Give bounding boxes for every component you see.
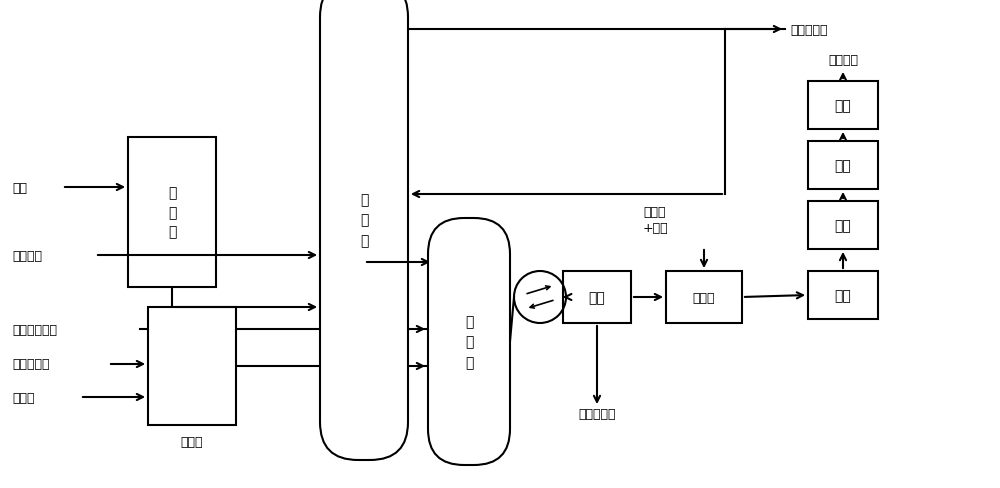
Bar: [808, 142, 878, 190]
Text: 结晶: 结晶: [835, 159, 851, 173]
Text: 干燥: 干燥: [835, 99, 851, 113]
Bar: [808, 271, 878, 319]
Text: 空气: 空气: [12, 181, 27, 194]
FancyBboxPatch shape: [320, 0, 408, 460]
Text: 制浆槽: 制浆槽: [181, 435, 203, 447]
Text: 循
环
槽: 循 环 槽: [465, 314, 473, 369]
Text: 臭
氧
机: 臭 氧 机: [168, 186, 176, 239]
Text: 喷
淋
塔: 喷 淋 塔: [360, 192, 368, 247]
Text: 硫氰酸铵: 硫氰酸铵: [828, 53, 858, 66]
Bar: [128, 138, 216, 287]
Text: 过滤: 过滤: [835, 288, 851, 303]
Text: 净化后烟气: 净化后烟气: [790, 23, 828, 37]
Bar: [148, 307, 236, 425]
Text: 分解槽: 分解槽: [693, 291, 715, 304]
Text: 脱硫脱硝渣: 脱硫脱硝渣: [578, 407, 616, 421]
Text: 焦化脱硫废液: 焦化脱硫废液: [12, 323, 57, 336]
Bar: [808, 202, 878, 249]
Text: 蒸发: 蒸发: [835, 219, 851, 232]
Bar: [808, 82, 878, 130]
Bar: [563, 271, 631, 324]
Text: 钙基吸收剂: 钙基吸收剂: [12, 358, 50, 371]
Text: 工业烟气: 工业烟气: [12, 249, 42, 262]
Text: 碳酸铵
+氨水: 碳酸铵 +氨水: [642, 205, 668, 234]
FancyBboxPatch shape: [428, 219, 510, 465]
Text: 过滤: 过滤: [589, 290, 605, 305]
Text: 工艺水: 工艺水: [12, 391, 34, 404]
Bar: [666, 271, 742, 324]
